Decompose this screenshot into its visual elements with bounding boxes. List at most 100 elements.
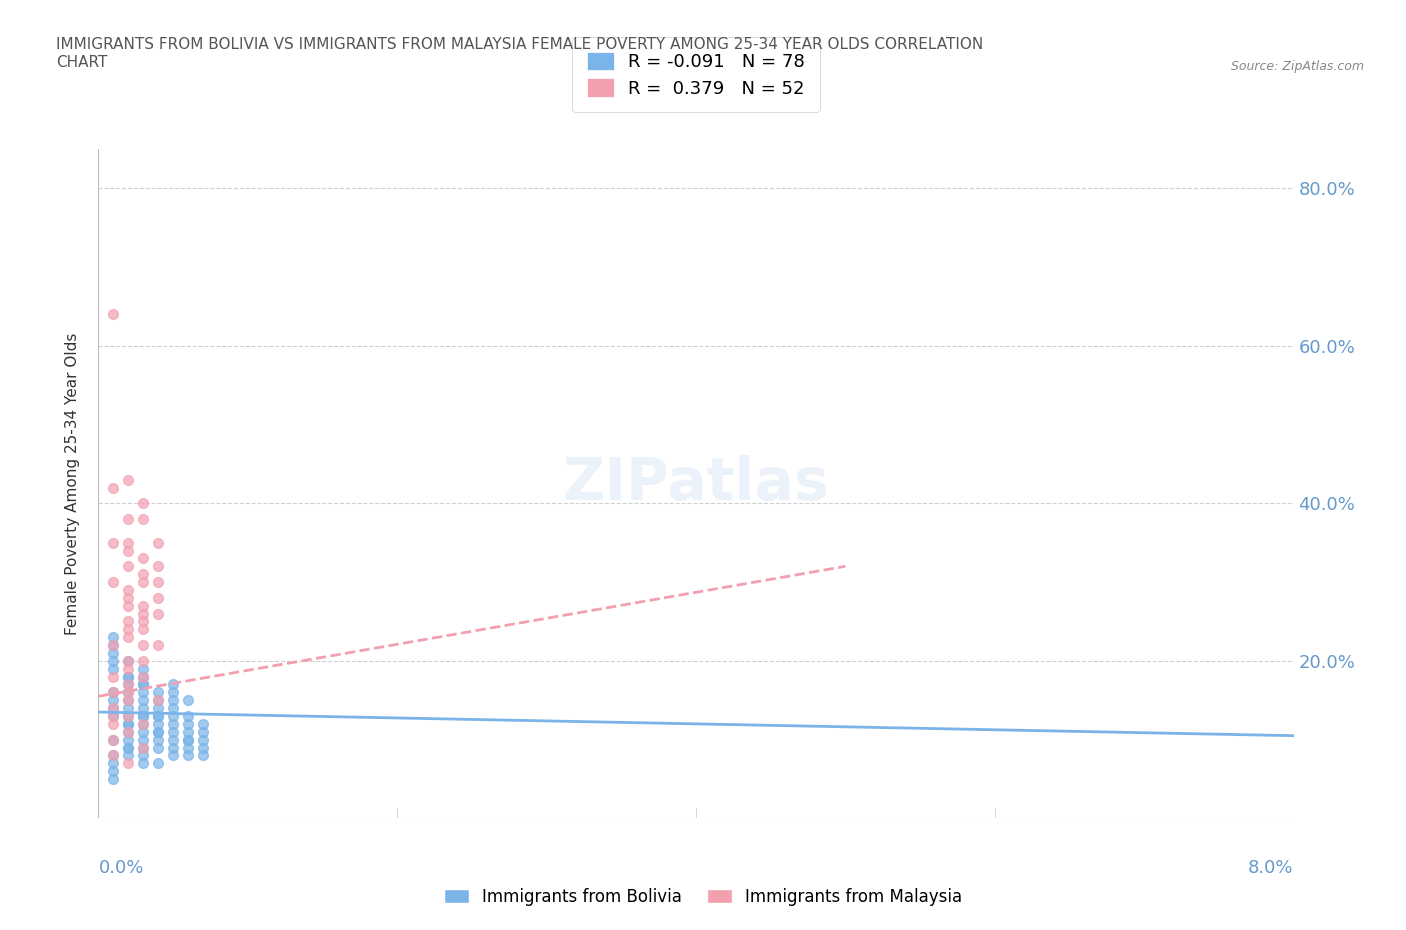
Point <box>148 756 170 771</box>
Point <box>162 693 184 708</box>
Point <box>177 693 200 708</box>
Point <box>132 496 155 511</box>
Point <box>117 716 139 731</box>
Point <box>148 740 170 755</box>
Point <box>117 693 139 708</box>
Point <box>148 709 170 724</box>
Point <box>132 661 155 676</box>
Point <box>117 684 139 699</box>
Point <box>148 536 170 551</box>
Point <box>117 716 139 731</box>
Point <box>148 716 170 731</box>
Point <box>162 732 184 747</box>
Legend: Immigrants from Bolivia, Immigrants from Malaysia: Immigrants from Bolivia, Immigrants from… <box>437 881 969 912</box>
Point <box>117 693 139 708</box>
Text: 8.0%: 8.0% <box>1249 858 1294 877</box>
Point <box>117 724 139 739</box>
Point <box>117 661 139 676</box>
Point <box>162 740 184 755</box>
Point <box>103 661 125 676</box>
Point <box>132 566 155 581</box>
Point <box>132 740 155 755</box>
Point <box>103 684 125 699</box>
Point <box>117 591 139 605</box>
Point <box>162 684 184 699</box>
Point <box>132 756 155 771</box>
Point <box>103 693 125 708</box>
Point <box>177 740 200 755</box>
Point <box>103 638 125 653</box>
Point <box>132 670 155 684</box>
Point <box>132 670 155 684</box>
Point <box>148 732 170 747</box>
Point <box>162 724 184 739</box>
Point <box>132 732 155 747</box>
Point <box>117 622 139 637</box>
Point <box>117 732 139 747</box>
Point <box>103 307 125 322</box>
Text: 0.0%: 0.0% <box>98 858 143 877</box>
Point <box>117 654 139 669</box>
Point <box>117 472 139 487</box>
Point <box>132 709 155 724</box>
Point <box>191 748 214 763</box>
Point <box>191 716 214 731</box>
Point <box>132 622 155 637</box>
Point <box>117 543 139 558</box>
Point <box>117 670 139 684</box>
Point <box>103 709 125 724</box>
Point <box>103 709 125 724</box>
Point <box>162 700 184 715</box>
Point <box>148 700 170 715</box>
Point <box>132 654 155 669</box>
Point <box>117 670 139 684</box>
Point <box>117 536 139 551</box>
Point <box>103 638 125 653</box>
Point <box>103 748 125 763</box>
Legend: R = -0.091   N = 78, R =  0.379   N = 52: R = -0.091 N = 78, R = 0.379 N = 52 <box>572 37 820 113</box>
Point <box>191 724 214 739</box>
Point <box>132 614 155 629</box>
Point <box>132 512 155 526</box>
Point <box>148 693 170 708</box>
Point <box>132 716 155 731</box>
Point <box>117 709 139 724</box>
Point <box>132 684 155 699</box>
Point <box>191 732 214 747</box>
Point <box>132 748 155 763</box>
Point <box>103 748 125 763</box>
Point <box>148 559 170 574</box>
Point <box>103 536 125 551</box>
Point <box>103 630 125 644</box>
Text: ZIPatlas: ZIPatlas <box>562 455 830 512</box>
Point <box>177 724 200 739</box>
Point <box>148 638 170 653</box>
Point <box>117 756 139 771</box>
Point <box>132 598 155 613</box>
Point <box>117 700 139 715</box>
Point <box>132 716 155 731</box>
Point <box>103 764 125 778</box>
Point <box>132 638 155 653</box>
Y-axis label: Female Poverty Among 25-34 Year Olds: Female Poverty Among 25-34 Year Olds <box>65 332 80 635</box>
Point <box>177 716 200 731</box>
Point <box>117 512 139 526</box>
Point <box>148 575 170 590</box>
Point <box>148 591 170 605</box>
Point <box>103 732 125 747</box>
Point <box>117 582 139 597</box>
Point <box>177 748 200 763</box>
Point <box>117 630 139 644</box>
Point <box>117 684 139 699</box>
Point <box>148 724 170 739</box>
Point <box>103 732 125 747</box>
Point <box>117 614 139 629</box>
Point <box>191 740 214 755</box>
Point <box>117 740 139 755</box>
Point <box>148 684 170 699</box>
Text: Source: ZipAtlas.com: Source: ZipAtlas.com <box>1230 60 1364 73</box>
Point <box>103 772 125 787</box>
Point <box>103 700 125 715</box>
Point <box>117 740 139 755</box>
Point <box>117 559 139 574</box>
